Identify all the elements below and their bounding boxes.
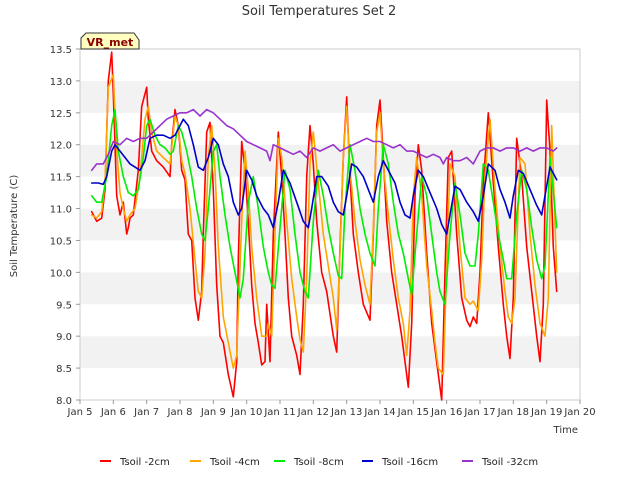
plot-background-bands <box>80 49 580 400</box>
x-tick-label: Jan 7 <box>133 407 159 418</box>
station-badge-shape <box>80 32 140 50</box>
y-tick-label: 8.0 <box>56 396 72 407</box>
y-tick-label: 9.5 <box>56 300 72 311</box>
series-line-1 <box>90 51 558 401</box>
grid-band <box>80 336 580 369</box>
x-tick-label: Jan 5 <box>67 407 93 418</box>
x-tick-label: Jan 12 <box>297 407 329 418</box>
series-line-4 <box>90 118 558 235</box>
x-tick-label: Jan 14 <box>363 407 395 418</box>
y-tick-label: 11.0 <box>50 205 72 216</box>
x-tick-label: Jan 16 <box>430 407 462 418</box>
legend-label-4: Tsoil -16cm <box>381 457 438 468</box>
x-tick-label: Jan 19 <box>530 407 562 418</box>
x-tick-label: Jan 13 <box>330 407 362 418</box>
y-tick-label: 8.5 <box>56 364 72 375</box>
grid-band <box>80 368 580 400</box>
y-tick-label: 10.5 <box>50 236 72 247</box>
series-line-5 <box>90 108 558 172</box>
plot-frame <box>79 48 581 401</box>
x-axis-label: Time <box>553 425 578 436</box>
x-tick-label: Jan 11 <box>263 407 295 418</box>
x-axis-ticks: Jan 5 Jan 6 Jan 7 Jan 8 Jan 9 Jan 10 Jan 11 Jan… <box>67 400 596 418</box>
legend-label-1: Tsoil -2cm <box>119 457 170 468</box>
series-line-3 <box>90 108 558 306</box>
x-tick-label: Jan 6 <box>100 407 126 418</box>
y-tick-label: 13.0 <box>50 77 72 88</box>
station-badge: VR_met <box>80 32 140 50</box>
x-tick-label: Jan 10 <box>230 407 262 418</box>
y-tick-label: 12.5 <box>50 109 72 120</box>
legend-label-5: Tsoil -32cm <box>481 457 538 468</box>
y-tick-label: 12.0 <box>50 141 72 152</box>
chart-title: Soil Temperatures Set 2 <box>242 4 397 19</box>
series-line-2 <box>90 73 558 376</box>
x-tick-label: Jan 17 <box>463 407 495 418</box>
legend: Tsoil -2cm Tsoil -4cm Tsoil -8cm Tsoil -16c… <box>100 457 538 468</box>
grid-band <box>80 240 580 273</box>
legend-label-2: Tsoil -4cm <box>209 457 260 468</box>
x-tick-label: Jan 15 <box>397 407 429 418</box>
x-tick-label: Jan 9 <box>200 407 226 418</box>
grid-band <box>80 49 580 81</box>
legend-label-3: Tsoil -8cm <box>293 457 344 468</box>
x-tick-label: Jan 18 <box>497 407 529 418</box>
y-tick-label: 9.0 <box>56 332 72 343</box>
y-axis-label: Soil Temperature (C) <box>9 175 20 278</box>
y-tick-label: 11.5 <box>50 173 72 184</box>
y-axis-ticks: 8.0 8.5 9.0 9.5 10.0 10.5 11.0 11.5 12.0 12.5 13.0… <box>50 45 80 407</box>
grid-band <box>80 112 580 145</box>
x-tick-label: Jan 8 <box>167 407 193 418</box>
series-lines <box>90 51 558 401</box>
y-tick-label: 10.0 <box>50 268 72 279</box>
y-tick-label: 13.5 <box>50 45 72 56</box>
x-tick-label: Jan 20 <box>563 407 595 418</box>
station-badge-label: VR_met <box>87 36 134 49</box>
grid-band <box>80 80 580 113</box>
